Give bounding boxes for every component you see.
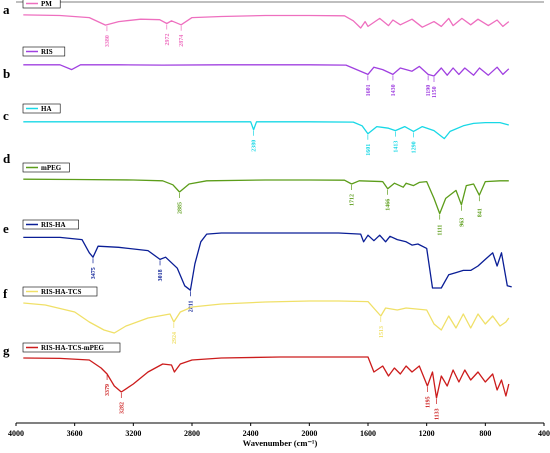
peak-label: 3018 — [158, 269, 164, 281]
spectrum-line-f — [23, 300, 510, 334]
peak-label: 1190 — [426, 85, 432, 97]
spectrum-line-g — [23, 356, 510, 399]
peak-label: 1466 — [386, 199, 392, 211]
peak-label: 1133 — [435, 408, 441, 420]
legend-label: RIS-HA-TCS — [41, 288, 82, 296]
legend-label: PM — [41, 0, 52, 8]
spectrum-panel-g: g RIS-HA-TCS-mPEG 3379 3282 1195 1133 — [3, 342, 510, 420]
peak-label: 1413 — [393, 141, 399, 153]
peak-label: 1513 — [379, 326, 385, 338]
peak-label: 2924 — [172, 332, 178, 344]
peak-label: 2972 — [165, 34, 171, 46]
x-tick-label: 3200 — [125, 429, 141, 438]
x-tick-label: 400 — [538, 429, 550, 438]
peak-label: 1111 — [438, 225, 444, 236]
spectrum-line-e — [23, 232, 512, 291]
spectrum-panel-f: f RIS-HA-TCS 2924 1513 — [3, 286, 510, 344]
x-tick-label: 2000 — [301, 429, 317, 438]
panel-letter: a — [3, 2, 10, 17]
spectrum-line-a — [23, 14, 510, 29]
spectrum-line-c — [23, 121, 509, 140]
spectrum-line-b — [23, 64, 510, 77]
peak-label: 3379 — [105, 384, 111, 396]
peak-label: 2380 — [252, 140, 258, 152]
plot-area: a PM 3380 2972 2874 b RIS 1601 1430 1190 1150 c HA 23… — [3, 0, 512, 420]
peak-label: 963 — [459, 218, 465, 227]
legend-box — [22, 0, 61, 9]
legend-label: RIS — [41, 48, 53, 56]
x-tick-label: 3600 — [67, 429, 83, 438]
peak-label: 1290 — [412, 141, 418, 153]
legend-label: mPEG — [41, 164, 62, 172]
panel-letter: e — [3, 221, 9, 236]
peak-label: 3282 — [119, 402, 125, 414]
x-axis-title: Wavenumber (cm⁻¹) — [243, 438, 318, 448]
x-tick-label: 1600 — [360, 429, 376, 438]
panel-letter: d — [3, 151, 11, 166]
peak-label: 2885 — [178, 202, 184, 214]
x-tick-label: 1200 — [419, 429, 435, 438]
legend-box — [22, 342, 121, 353]
peak-label: 3475 — [91, 267, 97, 279]
peak-label: 3380 — [105, 35, 111, 47]
legend-label: RIS-HA — [41, 221, 66, 229]
legend-box — [22, 286, 98, 297]
x-tick-label: 4000 — [8, 429, 24, 438]
legend-box — [22, 103, 61, 114]
x-axis-ticks: 4000 3600 3200 2800 2400 2000 1600 1200 800 400 — [8, 423, 550, 438]
peak-label: 841 — [477, 208, 483, 217]
peak-label: 2811 — [188, 301, 194, 313]
legend-box — [22, 162, 70, 173]
legend-box — [22, 46, 66, 57]
peak-label: 1601 — [366, 84, 372, 96]
peak-label: 2874 — [179, 35, 185, 47]
legend-label: HA — [41, 105, 52, 113]
spectrum-line-d — [23, 178, 509, 215]
spectrum-panel-d: d mPEG 2885 1712 1466 1111 963 841 — [3, 151, 509, 236]
x-tick-label: 800 — [479, 429, 491, 438]
peak-label: 1601 — [366, 144, 372, 156]
spectrum-panel-c: c HA 2380 1601 1413 1290 — [3, 103, 509, 156]
peak-label: 1195 — [425, 396, 431, 408]
spectrum-panel-a: a PM 3380 2972 2874 — [3, 0, 510, 47]
x-tick-label: 2800 — [184, 429, 200, 438]
peak-label: 1430 — [391, 84, 397, 96]
spectrum-panel-b: b RIS 1601 1430 1190 1150 — [3, 46, 510, 98]
panel-letter: b — [3, 66, 10, 81]
x-tick-label: 2400 — [243, 429, 259, 438]
legend-label: RIS-HA-TCS-mPEG — [41, 344, 105, 352]
legend-box — [22, 219, 79, 230]
peak-label: 1150 — [432, 86, 438, 98]
spectrum-panel-e: e RIS-HA 3475 3018 2811 — [3, 219, 512, 313]
panel-letter: g — [3, 343, 10, 358]
panel-letter: f — [3, 286, 8, 301]
peak-label: 1712 — [350, 194, 356, 206]
panel-letter: c — [3, 108, 9, 123]
